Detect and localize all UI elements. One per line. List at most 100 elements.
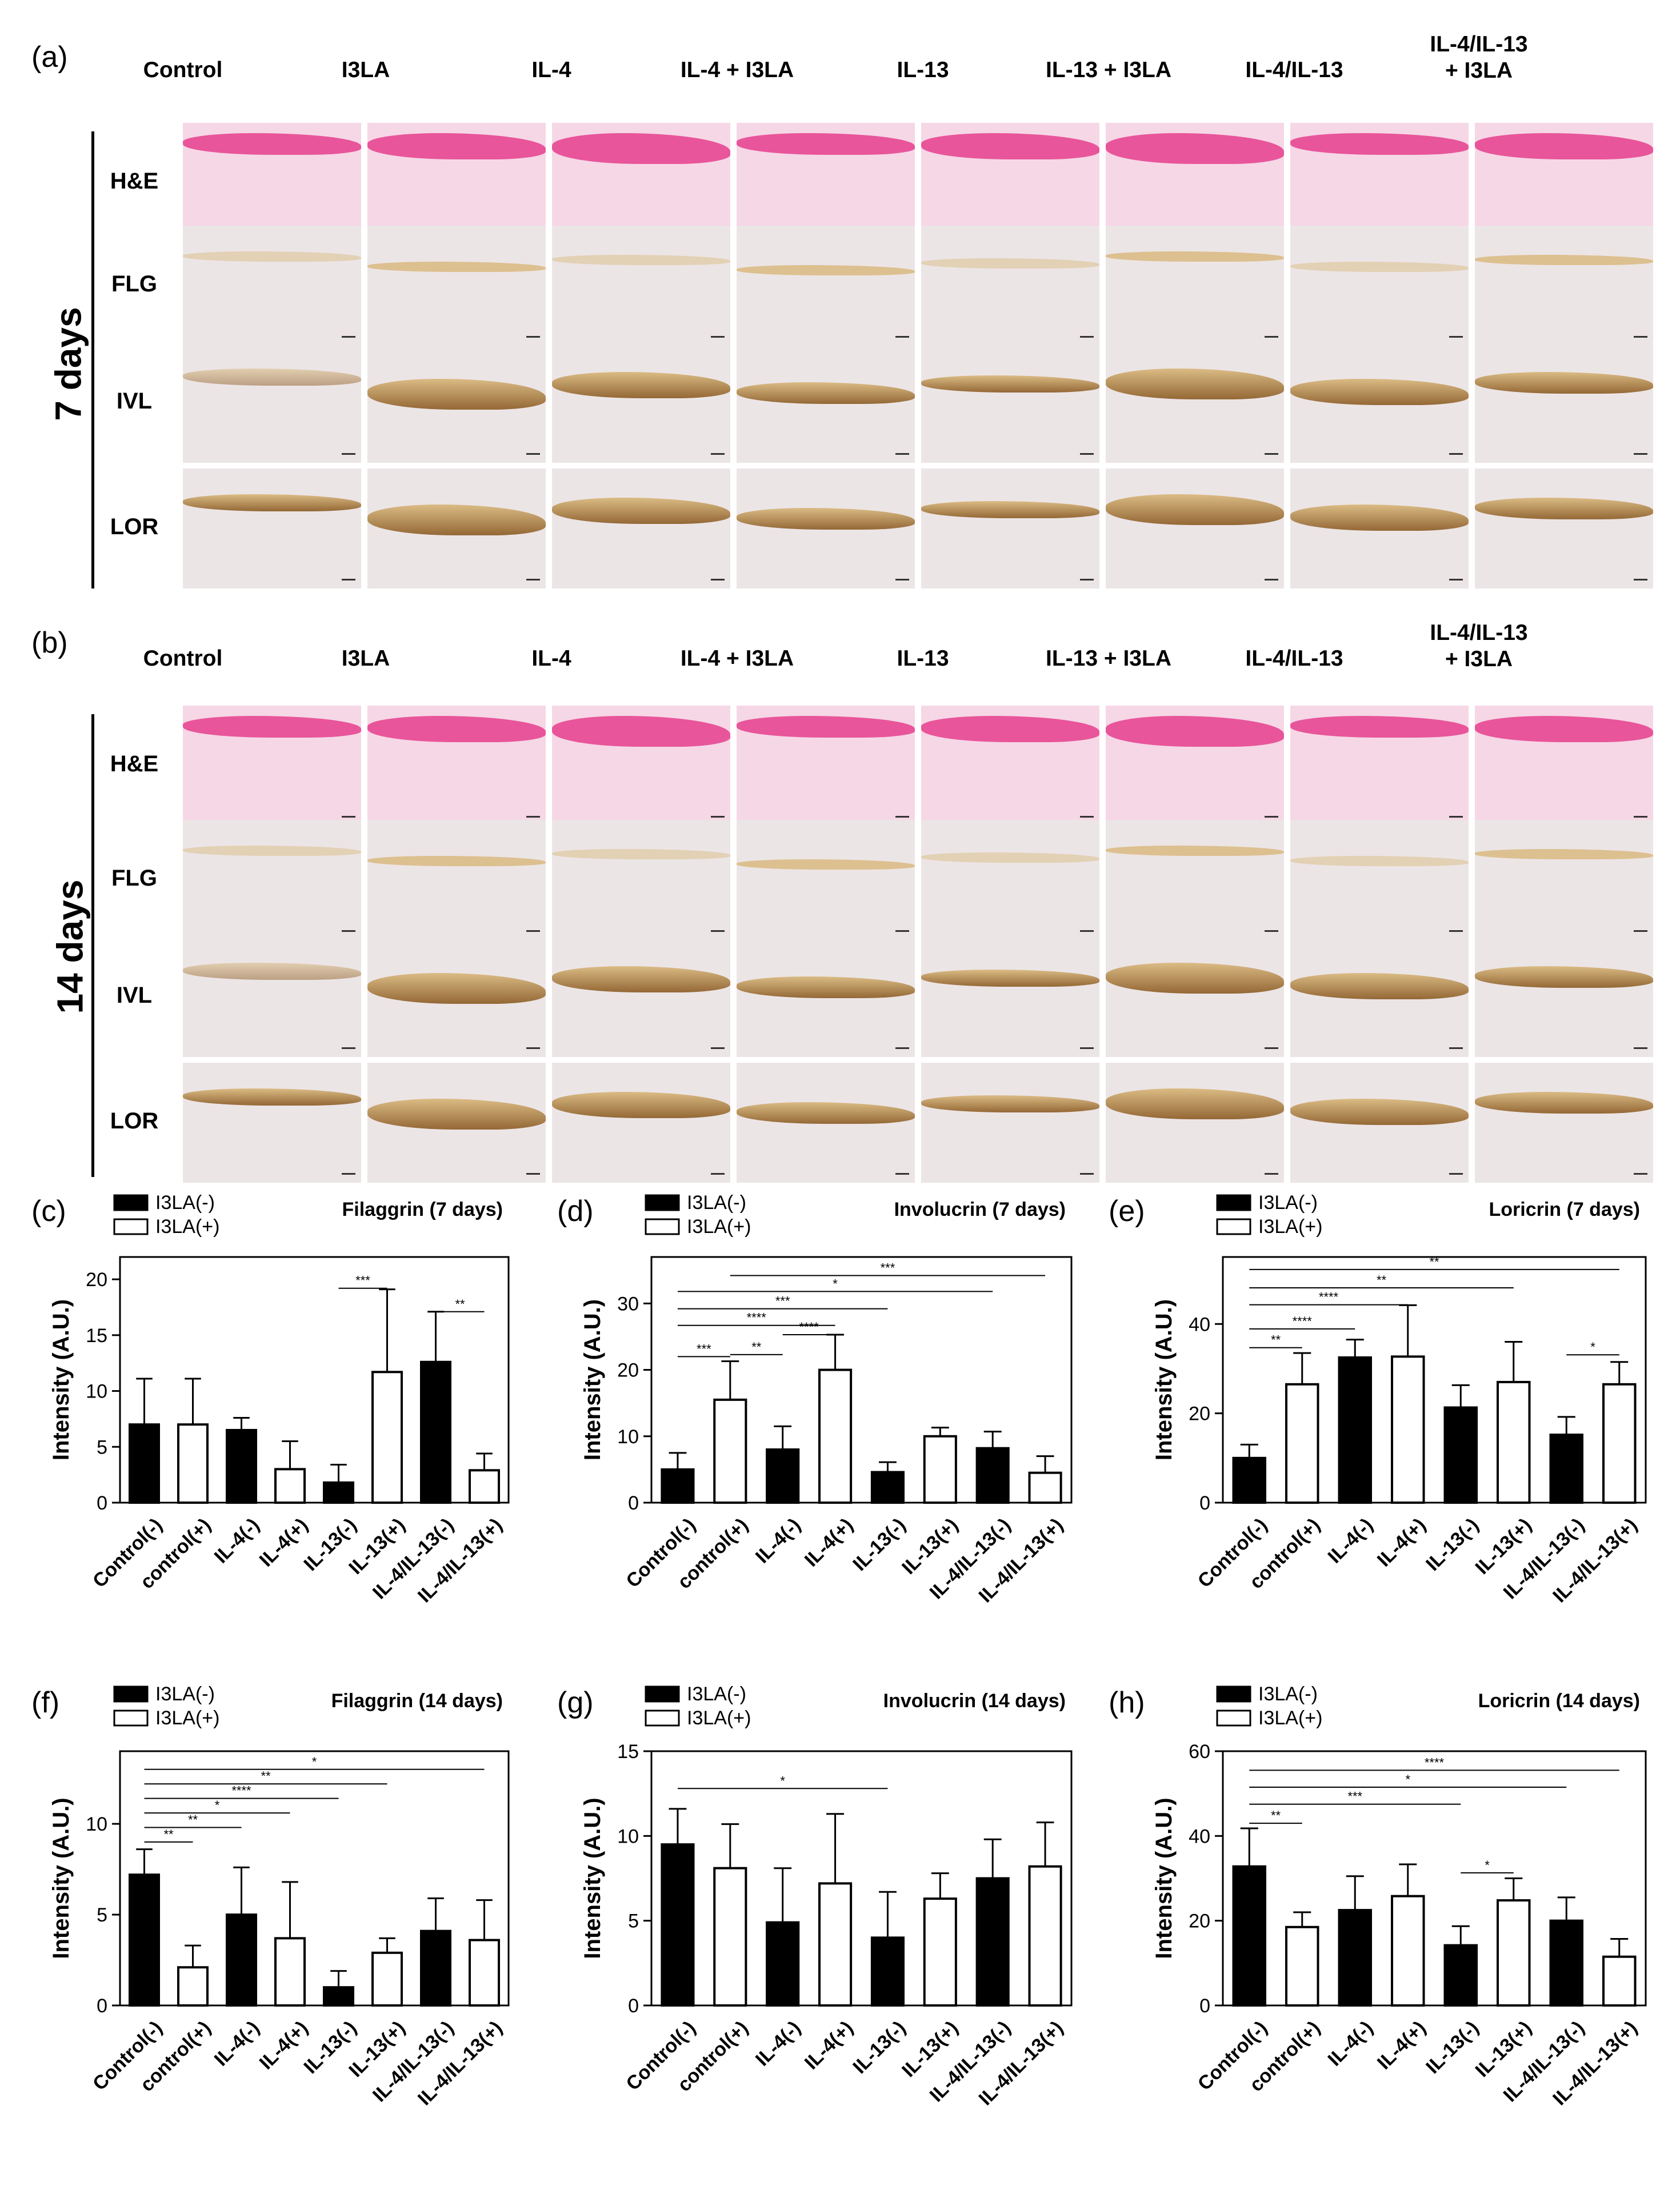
- bar: [1338, 1909, 1372, 2007]
- significance-label: **: [1377, 1273, 1387, 1287]
- micrograph-tile: [183, 469, 361, 588]
- panel-label-d: (d): [557, 1195, 594, 1228]
- micrograph-tile: [552, 226, 730, 346]
- y-tick-label: 10: [86, 1813, 107, 1835]
- chart-filaggrin-7-days: I3LA(-)I3LA(+) Filaggrin (7 days) 0 5 10 15 20…: [49, 1192, 510, 1607]
- x-tick-label: IL-4(-): [210, 2017, 264, 2071]
- legend-label: I3LA(+): [155, 1216, 219, 1238]
- bar: [177, 1966, 209, 2007]
- bar: [975, 1877, 1010, 2007]
- significance-label: **: [1271, 1808, 1281, 1823]
- significance-label: ***: [697, 1342, 711, 1356]
- x-tick-label: IL-4(+): [801, 2017, 858, 2074]
- bar: [1391, 1355, 1425, 1504]
- significance-label: ****: [231, 1784, 251, 1798]
- y-tick-label: 40: [1189, 1314, 1210, 1335]
- bar: [371, 1371, 403, 1504]
- column-header-3: IL-4 + I3LA: [680, 646, 794, 671]
- bar: [713, 1867, 747, 2007]
- x-tick-label: IL-4(-): [210, 1514, 264, 1568]
- micrograph-tile: [552, 937, 730, 1057]
- chart-title: Filaggrin (7 days): [342, 1199, 503, 1220]
- y-axis-label: Intensity (A.U.): [49, 1797, 74, 1959]
- micrograph-tile: [1106, 123, 1284, 243]
- bar: [1497, 1380, 1531, 1504]
- plot-frame: [1222, 1750, 1647, 2007]
- legend-swatch-open: [113, 1709, 149, 1727]
- x-tick-label: IL-4/IL-13(+): [414, 1514, 506, 1607]
- y-tick-label: 5: [97, 1436, 107, 1458]
- legend-label: I3LA(-): [1258, 1683, 1318, 1705]
- legend-swatch-open: [645, 1218, 680, 1235]
- row-label-lor: LOR: [110, 1108, 159, 1134]
- micrograph-tile: [552, 123, 730, 243]
- chart-loricrin-14-days: I3LA(-)I3LA(+) Loricrin (14 days) 0 20 40 60 I…: [1151, 1683, 1647, 2109]
- micrograph-tile: [737, 820, 915, 940]
- micrograph-tile: [552, 343, 730, 463]
- chart-filaggrin-14-days: I3LA(-)I3LA(+) Filaggrin (14 days) 0 5 10 Int…: [49, 1683, 510, 2109]
- significance-label: **: [261, 1769, 271, 1783]
- x-tick-label: IL-4(+): [1373, 1514, 1430, 1571]
- micrograph-tile: [921, 820, 1099, 940]
- micrograph-tile: [367, 469, 546, 588]
- chart-title: Loricrin (14 days): [1478, 1690, 1640, 1712]
- y-tick-label: 5: [97, 1904, 107, 1926]
- legend-label: I3LA(+): [1258, 1216, 1322, 1238]
- panel-label-c: (c): [31, 1195, 66, 1228]
- column-header-6: IL-4/IL-13: [1245, 58, 1343, 82]
- column-header-5: IL-13 + I3LA: [1046, 646, 1171, 671]
- y-axis-label: Intensity (A.U.): [580, 1797, 605, 1959]
- significance-label: **: [188, 1813, 198, 1827]
- significance-label: *: [312, 1755, 317, 1769]
- row-label-flg: FLG: [111, 271, 157, 297]
- bar: [1443, 1944, 1478, 2007]
- y-tick-label: 5: [628, 1911, 639, 1932]
- column-header-2: IL-4: [531, 58, 571, 82]
- bar: [870, 1936, 905, 2007]
- micrograph-tile: [737, 226, 915, 346]
- plot-frame: [1222, 1256, 1647, 1504]
- legend-swatch-filled: [645, 1194, 680, 1211]
- micrograph-tile: [737, 123, 915, 243]
- day-label-7-days: 7 days: [47, 307, 89, 421]
- y-tick-label: 10: [86, 1381, 107, 1403]
- bar: [274, 1937, 306, 2007]
- x-tick-label: IL-4(-): [751, 1514, 805, 1568]
- significance-label: ****: [1319, 1290, 1339, 1304]
- micrograph-tile: [183, 123, 361, 243]
- column-header-0: Control: [143, 646, 223, 671]
- bar: [713, 1398, 747, 1504]
- y-tick-label: 0: [1199, 1492, 1210, 1514]
- legend-label: I3LA(+): [1258, 1707, 1322, 1729]
- plot-frame: [650, 1256, 1073, 1504]
- significance-label: **: [163, 1827, 174, 1841]
- y-tick-label: 20: [1189, 1403, 1210, 1425]
- y-tick-label: 0: [628, 1995, 639, 2017]
- chart-title: Involucrin (7 days): [894, 1199, 1066, 1220]
- micrograph-tile: [1475, 1063, 1653, 1183]
- micrograph-tile: [1106, 343, 1284, 463]
- row-label-flg: FLG: [111, 866, 157, 891]
- bar: [1028, 1865, 1062, 2007]
- chart-loricrin-7-days: I3LA(-)I3LA(+) Loricrin (7 days) 0 20 40 Inte…: [1151, 1192, 1647, 1607]
- bar: [469, 1469, 500, 1504]
- micrograph-tile: [552, 1063, 730, 1183]
- x-tick-label: IL-4(-): [1324, 2017, 1378, 2071]
- column-header-1: I3LA: [341, 646, 390, 671]
- bar: [1232, 1456, 1266, 1504]
- plot-frame: [119, 1256, 510, 1504]
- bar: [661, 1843, 695, 2007]
- panel-label-f: (f): [31, 1686, 60, 1719]
- micrograph-tile: [1106, 1063, 1284, 1183]
- bar: [1285, 1925, 1319, 2007]
- significance-label: ***: [1347, 1789, 1362, 1804]
- y-tick-label: 10: [617, 1426, 639, 1448]
- legend-swatch-filled: [113, 1194, 149, 1211]
- micrograph-tile: [367, 226, 546, 346]
- bar: [226, 1428, 257, 1504]
- micrograph-tile: [1290, 469, 1469, 588]
- day-label-14-days: 14 days: [49, 879, 91, 1014]
- bar: [129, 1423, 160, 1504]
- panel-label-e: (e): [1109, 1195, 1145, 1228]
- micrograph-tile: [921, 937, 1099, 1057]
